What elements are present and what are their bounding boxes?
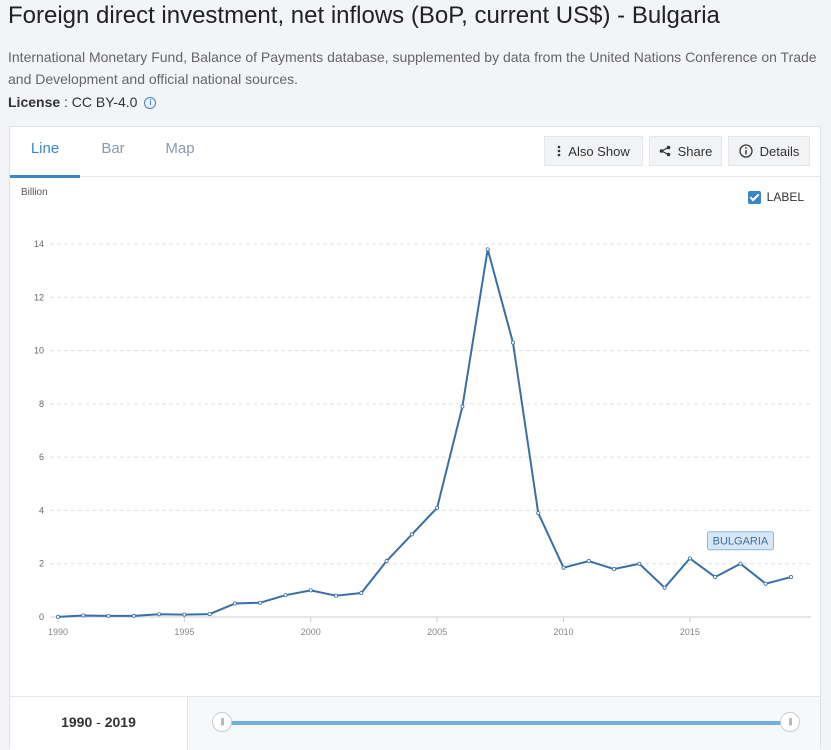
x-tick-label: 2015 [680, 627, 700, 637]
range-separator: - [92, 714, 105, 730]
y-tick-label: 0 [39, 612, 44, 622]
tab-bar-chart[interactable]: Bar [101, 140, 125, 157]
x-tick-label: 2010 [554, 627, 574, 637]
info-circle-icon [738, 144, 753, 158]
info-icon[interactable]: i [144, 97, 157, 109]
range-end: 2019 [104, 714, 136, 730]
data-point [106, 613, 111, 618]
y-tick-label: 14 [34, 239, 44, 249]
data-point [637, 561, 642, 566]
x-tick-label: 1995 [174, 627, 194, 637]
page-title: Foreign direct investment, net inflows (… [8, 2, 720, 29]
details-button[interactable]: Details [728, 136, 810, 166]
data-point [612, 567, 617, 572]
license: License : CC BY-4.0 i [8, 94, 157, 110]
data-point [586, 559, 591, 564]
tab-bar: Line Bar Map Also Show Share Details [10, 127, 820, 178]
data-point [561, 565, 566, 570]
data-point [409, 532, 414, 537]
y-tick-label: 8 [39, 399, 44, 409]
label-checkbox[interactable] [747, 190, 761, 204]
license-label: License [8, 94, 61, 110]
data-point [157, 612, 162, 617]
share-icon [659, 145, 670, 157]
source-note: International Monetary Fund, Balance of … [8, 49, 817, 87]
data-point [435, 505, 440, 510]
data-point [687, 556, 692, 561]
range-slider-track[interactable] [222, 721, 790, 725]
data-point [662, 585, 667, 590]
data-point [56, 614, 61, 619]
data-point [182, 612, 187, 617]
tab-map[interactable]: Map [165, 140, 195, 157]
data-point [359, 591, 364, 596]
range-slider-start-handle[interactable]: ||| [212, 712, 232, 732]
y-tick-label: 6 [39, 452, 44, 462]
data-point [308, 588, 313, 593]
data-point [258, 600, 263, 605]
chart-card: Line Bar Map Also Show Share Details Bil… [9, 126, 821, 750]
x-tick-label: 2000 [301, 627, 321, 637]
data-point [334, 593, 339, 598]
details-label: Details [759, 143, 800, 159]
range-footer: 1990 - 2019 ||| ||| [10, 696, 820, 750]
data-point [713, 575, 718, 580]
data-point [207, 612, 212, 617]
data-point [763, 581, 768, 586]
y-tick-label: 10 [34, 346, 44, 356]
also-show-button[interactable]: Also Show [544, 136, 643, 166]
y-tick-label: 4 [39, 505, 44, 515]
data-point [384, 559, 389, 564]
more-vertical-icon [557, 145, 561, 157]
year-range-label: 1990 - 2019 [10, 697, 188, 750]
data-point [536, 511, 541, 516]
data-point [485, 247, 490, 252]
line-chart: Billion 0 2 4 6 8 10 12 14 1990 1995 2000 2005 2010 20… [21, 187, 811, 637]
label-toggle-text: LABEL [766, 190, 804, 204]
series-line-bulgaria [57, 248, 792, 618]
license-value: : CC BY-4.0 [60, 94, 138, 110]
tab-line[interactable]: Line [10, 127, 80, 178]
data-point [460, 404, 465, 409]
share-label: Share [677, 143, 713, 159]
series-label-box [706, 531, 774, 551]
data-point [131, 613, 136, 618]
y-tick-label: 2 [39, 559, 44, 569]
data-point [232, 601, 237, 606]
also-show-label: Also Show [568, 143, 630, 159]
data-point [283, 593, 288, 598]
data-point [81, 613, 86, 618]
share-button[interactable]: Share [649, 136, 722, 166]
y-axis-label: Billion [21, 187, 48, 198]
y-tick-label: 12 [34, 292, 44, 302]
data-point [510, 340, 515, 345]
data-point [789, 575, 794, 580]
range-slider-end-handle[interactable]: ||| [780, 712, 800, 732]
x-tick-label: 2005 [427, 627, 447, 637]
label-toggle[interactable]: LABEL [747, 190, 804, 204]
series-label: BULGARIA [713, 536, 769, 548]
range-start: 1990 [61, 714, 93, 730]
data-point [738, 561, 743, 566]
x-tick-label: 1990 [48, 627, 68, 637]
